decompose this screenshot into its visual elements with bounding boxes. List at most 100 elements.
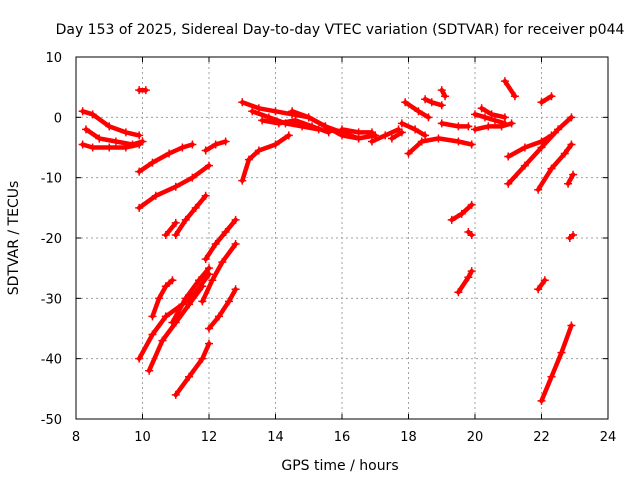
- x-tick-label: 24: [600, 430, 617, 445]
- series-track: [506, 133, 554, 159]
- series-track: [539, 93, 554, 105]
- series-track: [472, 112, 508, 126]
- data-point-marker: [271, 107, 280, 116]
- data-point-marker: [105, 143, 114, 152]
- data-point-marker: [221, 137, 230, 146]
- series-track: [565, 172, 576, 186]
- data-point-marker: [158, 336, 167, 345]
- x-tick-label: 16: [334, 430, 351, 445]
- series-arc-17: [205, 285, 240, 333]
- grid: [76, 57, 608, 419]
- data-point-marker: [191, 203, 200, 212]
- data-point-marker: [198, 354, 207, 363]
- series-layer: [78, 77, 578, 405]
- data-point-marker: [205, 339, 213, 348]
- y-tick-label: -10: [41, 172, 62, 187]
- data-point-marker: [198, 282, 207, 291]
- series-arc-31: [437, 86, 450, 101]
- data-point-marker: [414, 107, 423, 116]
- data-point-marker: [244, 155, 253, 164]
- data-point-marker: [148, 158, 157, 167]
- series-arc-01: [78, 107, 144, 140]
- y-tick-label: 0: [54, 111, 62, 126]
- series-track: [170, 265, 212, 325]
- data-point-marker: [271, 140, 280, 149]
- chart-title: Day 153 of 2025, Sidereal Day-to-day VTE…: [56, 22, 625, 38]
- data-point-marker: [161, 312, 170, 321]
- data-point-marker: [520, 161, 529, 170]
- data-point-marker: [201, 146, 210, 155]
- x-tick-label: 20: [467, 430, 484, 445]
- data-point-marker: [248, 107, 257, 116]
- y-tick-label: -50: [41, 413, 62, 428]
- data-point-marker: [490, 116, 499, 125]
- data-point-marker: [135, 203, 144, 212]
- data-point-marker: [231, 285, 240, 294]
- series-arc-28: [397, 119, 430, 140]
- data-point-marker: [78, 140, 87, 149]
- data-point-marker: [569, 230, 578, 239]
- data-point-marker: [224, 297, 233, 306]
- data-point-marker: [480, 113, 489, 122]
- data-point-marker: [471, 125, 479, 134]
- data-point-marker: [338, 125, 346, 134]
- data-point-marker: [441, 92, 450, 101]
- data-point-marker: [205, 324, 213, 333]
- data-point-marker: [201, 255, 210, 264]
- series-arc-21: [258, 116, 333, 137]
- data-point-marker: [238, 176, 247, 185]
- data-point-marker: [471, 110, 479, 119]
- data-point-marker: [569, 170, 578, 179]
- series-arc-16: [198, 240, 240, 306]
- series-arc-26: [387, 128, 406, 143]
- data-point-marker: [274, 119, 283, 128]
- data-point-marker: [437, 119, 446, 128]
- data-point-marker: [208, 276, 217, 285]
- series-arc-14: [168, 264, 213, 327]
- data-point-marker: [447, 215, 456, 224]
- data-point-marker: [308, 122, 317, 131]
- data-point-marker: [148, 330, 157, 339]
- series-arc-13: [171, 339, 213, 399]
- data-point-marker: [161, 230, 170, 239]
- data-point-marker: [231, 215, 240, 224]
- data-point-marker: [434, 134, 443, 143]
- data-point-marker: [537, 143, 546, 152]
- data-point-marker: [155, 294, 164, 303]
- series-arc-36: [500, 77, 519, 101]
- plot-frame: [75, 56, 609, 420]
- series-track: [200, 241, 238, 304]
- data-point-marker: [567, 321, 576, 330]
- data-point-marker: [105, 122, 114, 131]
- data-point-marker: [537, 98, 546, 107]
- data-point-marker: [291, 116, 300, 125]
- data-point-marker: [477, 104, 486, 113]
- y-tick-label: -20: [41, 232, 62, 247]
- data-point-marker: [284, 131, 293, 140]
- data-point-marker: [195, 276, 204, 285]
- data-point-marker: [367, 128, 376, 137]
- data-point-marker: [171, 218, 180, 227]
- data-point-marker: [254, 104, 263, 113]
- data-point-marker: [467, 230, 476, 239]
- data-point-marker: [424, 113, 433, 122]
- data-point-marker: [500, 77, 509, 86]
- data-point-marker: [464, 273, 473, 282]
- series-arc-04: [135, 86, 150, 95]
- data-point-marker: [135, 167, 144, 176]
- data-point-marker: [467, 200, 476, 209]
- data-point-marker: [198, 297, 207, 306]
- data-point-marker: [547, 372, 556, 381]
- series-arc-18: [238, 131, 293, 185]
- data-point-marker: [321, 122, 330, 131]
- series-arc-40: [447, 200, 476, 224]
- series-arc-38: [504, 113, 576, 188]
- series-arc-34: [471, 119, 516, 134]
- x-tick-label: 22: [533, 430, 550, 445]
- data-point-marker: [557, 348, 566, 357]
- data-point-marker: [484, 122, 493, 131]
- series-arc-41: [464, 227, 476, 239]
- series-arc-35: [477, 104, 509, 122]
- series-track: [456, 268, 474, 295]
- x-tick-label: 8: [72, 430, 80, 445]
